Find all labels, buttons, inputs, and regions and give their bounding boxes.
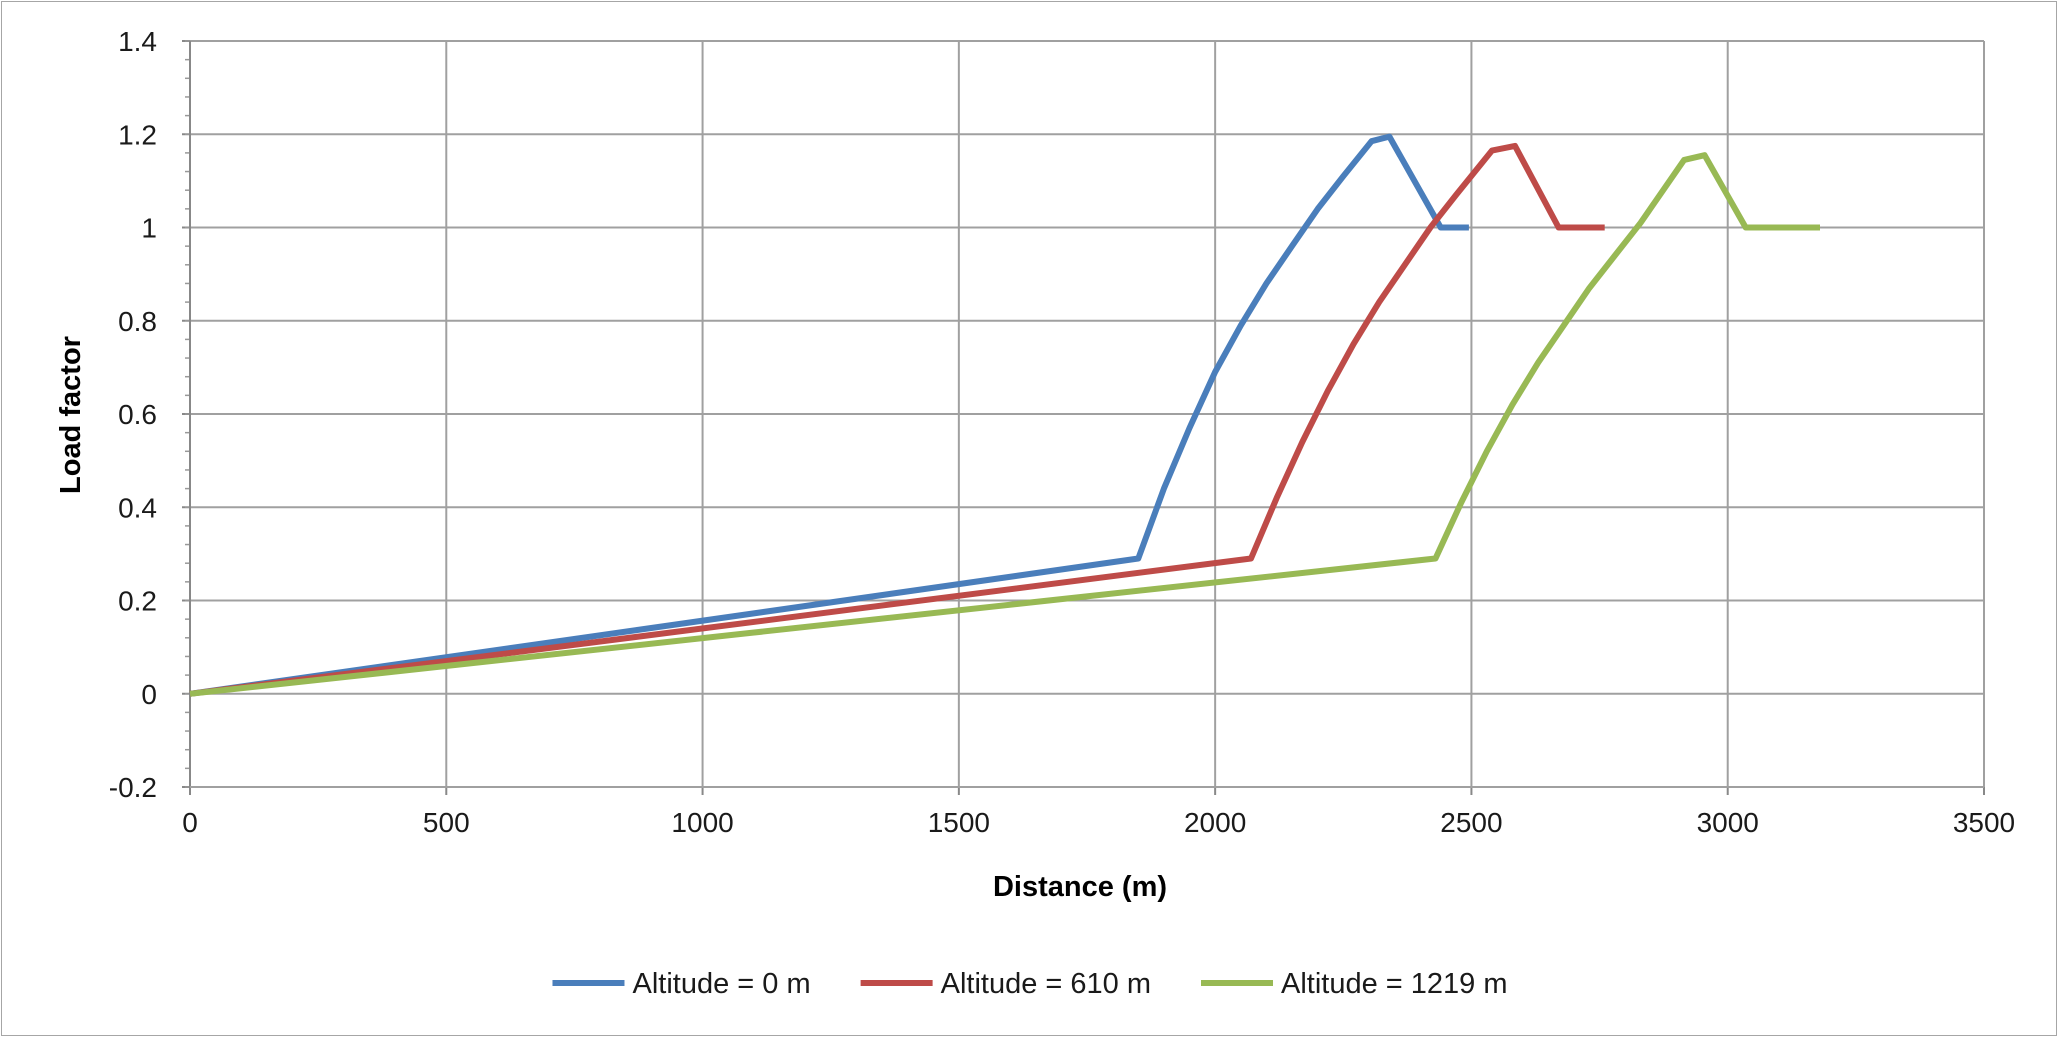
x-tick-label: 3000: [1697, 807, 1759, 838]
y-axis-title: Load factor: [55, 336, 87, 494]
x-tick-label: 0: [182, 807, 198, 838]
legend-label-1: Altitude = 0 m: [632, 968, 810, 1000]
y-tick-label: 1.4: [118, 26, 157, 57]
legend-label-3: Altitude = 1219 m: [1281, 968, 1508, 1000]
y-tick-label: -0.2: [109, 772, 157, 803]
y-tick-label: 0.8: [118, 306, 157, 337]
legend: Altitude = 0 m Altitude = 610 m Altitude =…: [552, 968, 1508, 1000]
series-line-1: [189, 133, 1469, 697]
x-tick-label: 1500: [928, 807, 990, 838]
x-tick-label: 2000: [1184, 807, 1246, 838]
x-tick-label: 2500: [1440, 807, 1502, 838]
series-line-3: [189, 152, 1820, 697]
x-tick-label: 1000: [671, 807, 733, 838]
series-line-2: [189, 142, 1605, 697]
series-lines: [189, 133, 1820, 697]
y-tick-label: 0.6: [118, 399, 157, 430]
gridlines: [189, 40, 1985, 788]
y-tick-label: 1.2: [118, 119, 157, 150]
x-axis-title: Distance (m): [993, 871, 1167, 903]
axes: -0.2 0 0.2 0.4 0.6 0.8 1 1.2 1.4 0 500 1000 1500 2000…: [109, 26, 2015, 838]
x-tick-label: 500: [423, 807, 470, 838]
y-tick-label: 0.4: [118, 492, 157, 523]
y-tick-label: 0: [141, 679, 157, 710]
x-tick-label: 3500: [1953, 807, 2015, 838]
legend-label-2: Altitude = 610 m: [941, 968, 1151, 1000]
y-tick-label: 0.2: [118, 586, 157, 617]
y-tick-label: 1: [141, 213, 157, 244]
